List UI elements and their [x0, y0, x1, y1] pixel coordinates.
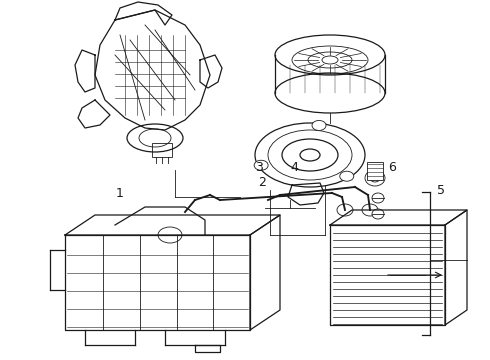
Text: 5: 5 [437, 184, 445, 197]
Ellipse shape [370, 174, 380, 182]
Ellipse shape [312, 121, 326, 130]
Ellipse shape [300, 149, 320, 161]
Ellipse shape [372, 209, 384, 219]
Bar [152, 143, 172, 157]
Ellipse shape [340, 171, 354, 181]
Text: 2: 2 [258, 176, 266, 189]
Ellipse shape [322, 56, 338, 64]
Bar [367, 162, 383, 180]
Text: 4: 4 [290, 161, 298, 174]
Text: 3: 3 [255, 161, 263, 174]
Ellipse shape [254, 160, 268, 170]
Ellipse shape [372, 193, 384, 203]
Text: 6: 6 [388, 161, 396, 174]
Text: 1: 1 [116, 187, 124, 200]
